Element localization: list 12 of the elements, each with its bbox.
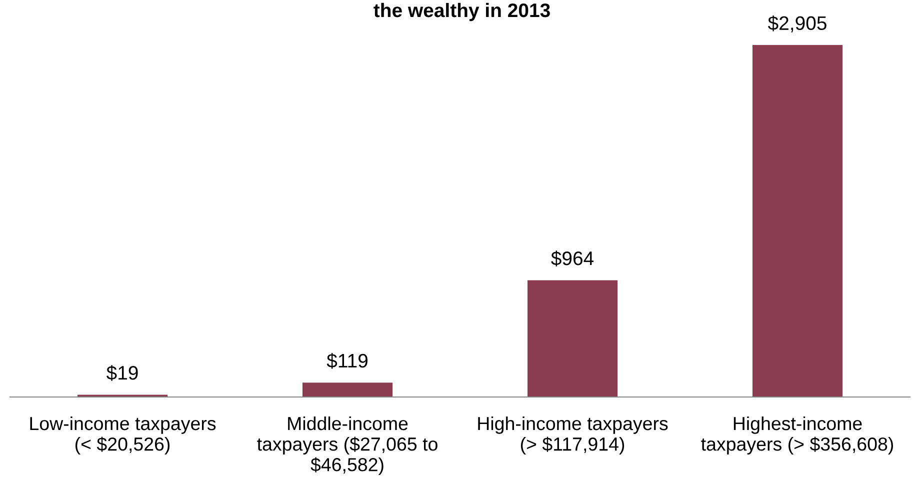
bar	[752, 45, 842, 397]
data-label: $119	[326, 353, 368, 369]
x-tick-label: Low-income taxpayers (< $20,526)	[30, 416, 216, 454]
bar	[302, 382, 392, 397]
data-label: $19	[106, 365, 138, 381]
bar	[528, 280, 618, 397]
x-tick-label: Middle-income taxpayers ($27,065 to $46,582)	[257, 416, 438, 475]
data-label: $2,905	[768, 15, 826, 32]
x-tick-label: Highest-income taxpayers (> $356,608)	[701, 416, 894, 454]
x-tick-label: High-income taxpayers (> $117,914)	[478, 416, 668, 454]
data-label: $964	[551, 250, 594, 266]
chart-title: the wealthy in 2013	[374, 2, 550, 22]
